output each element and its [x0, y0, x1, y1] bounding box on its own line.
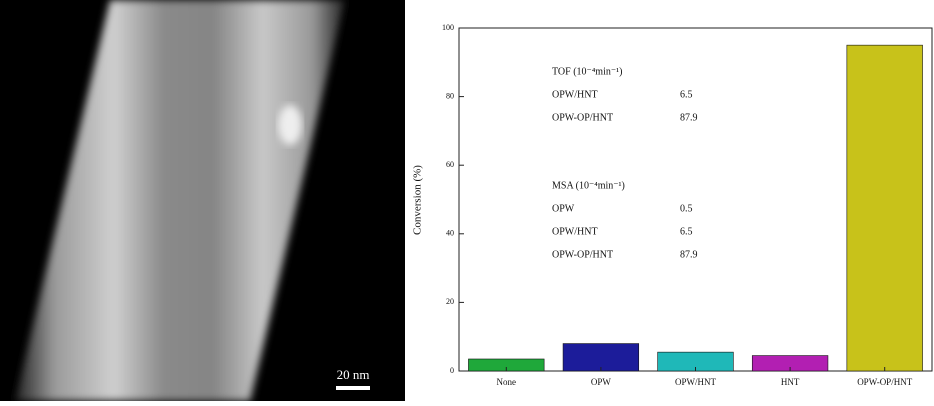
annotation-value: 87.9	[680, 249, 698, 260]
y-tick-label: 40	[446, 229, 454, 238]
annotation-name: OPW-OP/HNT	[552, 112, 613, 123]
annotation-title: TOF (10⁻⁴min⁻¹)	[552, 66, 622, 77]
x-tick-label: None	[497, 377, 517, 387]
bar	[846, 44, 923, 372]
annotation-value: 6.5	[680, 226, 693, 237]
annotation-value: 0.5	[680, 203, 693, 214]
y-tick-label: 60	[446, 160, 454, 169]
annotation-name: OPW/HNT	[552, 226, 598, 237]
x-tick-label: OPW	[591, 377, 612, 387]
annotation-value: 6.5	[680, 89, 693, 100]
tem-image: 20 nm	[0, 0, 405, 401]
y-tick-label: 0	[450, 366, 454, 375]
y-axis-label: Conversion (%)	[412, 165, 424, 235]
scale-bar	[336, 386, 370, 390]
annotation-name: OPW/HNT	[552, 89, 598, 100]
y-tick-label: 100	[442, 23, 454, 32]
x-tick-label: OPW-OP/HNT	[857, 377, 913, 387]
annotation-value: 87.9	[680, 112, 698, 123]
annotation-name: OPW	[552, 203, 575, 214]
x-tick-label: HNT	[781, 377, 800, 387]
x-tick-label: OPW/HNT	[675, 377, 716, 387]
y-tick-label: 20	[446, 297, 454, 306]
bright-spot	[278, 105, 302, 145]
bar	[562, 343, 640, 372]
annotation-title: MSA (10⁻⁴min⁻¹)	[552, 180, 625, 191]
nanotube	[15, 0, 345, 401]
annotation-name: OPW-OP/HNT	[552, 249, 613, 260]
scale-bar-label: 20 nm	[337, 367, 370, 382]
y-tick-label: 80	[446, 91, 454, 100]
bar-chart: Conversion (%) 0 20 40 60 80 100 None OPW OPW/HN…	[412, 23, 933, 387]
